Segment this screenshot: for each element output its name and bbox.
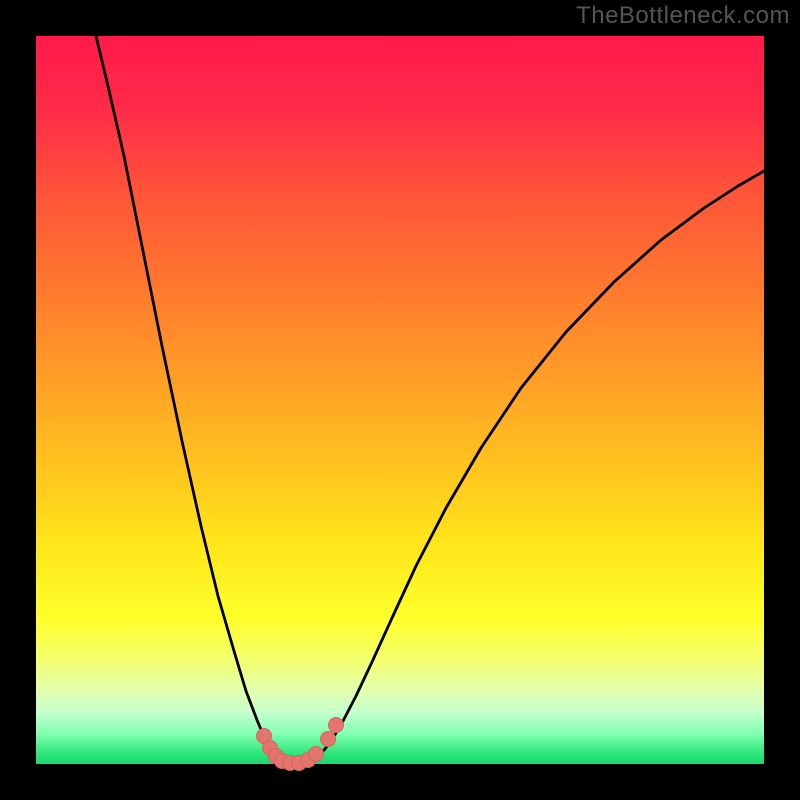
chart-stage: TheBottleneck.com (0, 0, 800, 800)
marker-dot (321, 732, 336, 747)
marker-dot (309, 747, 324, 762)
plot-background (36, 36, 764, 764)
marker-dot (329, 718, 344, 733)
bottleneck-chart (0, 0, 800, 800)
